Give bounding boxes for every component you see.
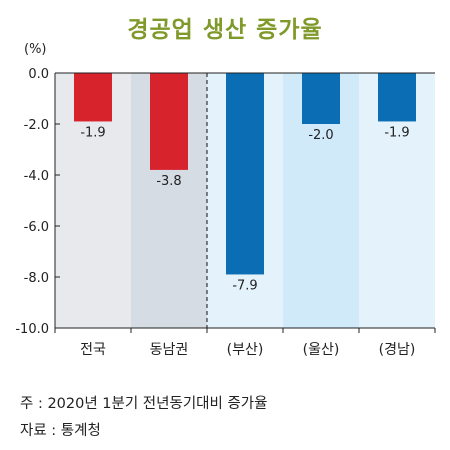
category-label-2: 동남권 bbox=[150, 342, 189, 358]
chart-title: 경공업 생산 증가율 bbox=[127, 17, 323, 43]
data-label-2: -3.8 bbox=[156, 174, 181, 189]
y-tick-label-1: 0.0 bbox=[28, 67, 49, 82]
bar-2 bbox=[150, 73, 188, 170]
y-axis-unit: (%) bbox=[24, 42, 47, 57]
data-label-4: -2.0 bbox=[308, 128, 333, 143]
bar-3 bbox=[226, 73, 264, 275]
category-label-3: (부산) bbox=[227, 342, 264, 358]
category-label-5: (경남) bbox=[379, 342, 416, 358]
footnote-source: 자료 : 통계청 bbox=[20, 423, 101, 439]
y-tick-label-3: -4.0 bbox=[24, 169, 49, 184]
y-tick-label-2: -2.0 bbox=[24, 118, 49, 133]
bar-4 bbox=[302, 73, 340, 124]
y-tick-label-4: -6.0 bbox=[24, 220, 49, 235]
footnote-note: 주 : 2020년 1분기 전년동기대비 증가율 bbox=[20, 396, 268, 412]
bar-5 bbox=[378, 73, 416, 122]
bar-1 bbox=[74, 73, 112, 122]
y-tick-label-5: -8.0 bbox=[24, 271, 49, 286]
data-label-5: -1.9 bbox=[384, 125, 409, 140]
data-label-1: -1.9 bbox=[80, 125, 105, 140]
category-label-1: 전국 bbox=[80, 342, 106, 358]
data-label-3: -7.9 bbox=[232, 278, 257, 293]
y-tick-label-6: -10.0 bbox=[15, 322, 49, 337]
category-label-4: (울산) bbox=[303, 342, 340, 358]
